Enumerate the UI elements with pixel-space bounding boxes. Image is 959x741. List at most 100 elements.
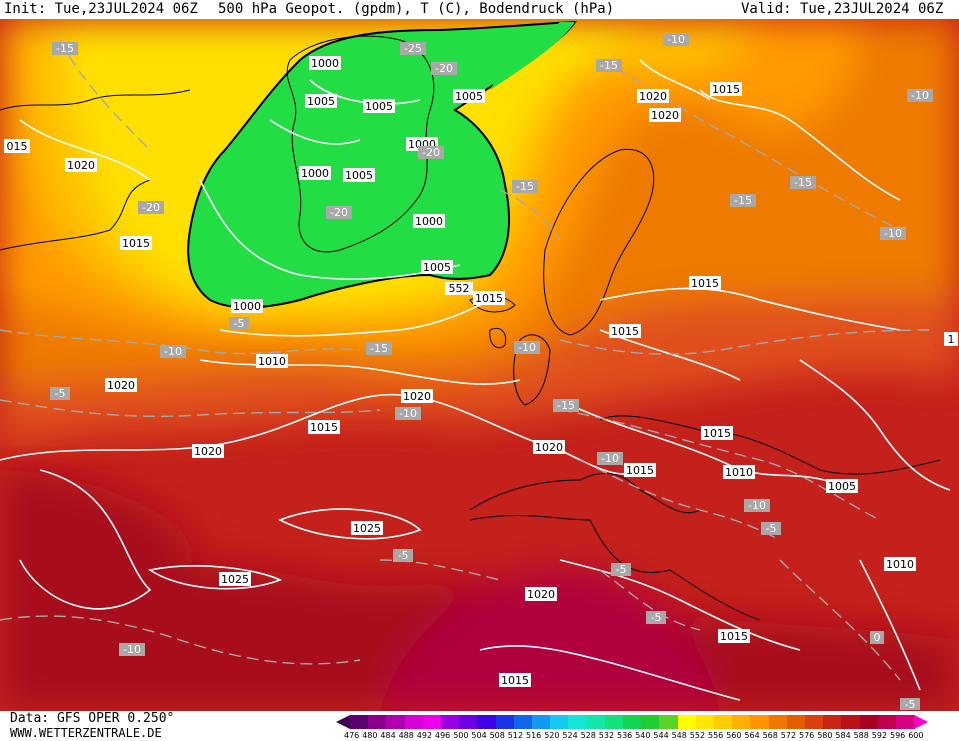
- svg-text:-20: -20: [142, 201, 160, 214]
- colorbar-label: 600: [908, 731, 924, 740]
- colorbar-swatch: [477, 715, 497, 729]
- isobar-label: 1015: [609, 324, 641, 338]
- colorbar-swatch: [350, 715, 369, 729]
- colorbar-swatch: [568, 715, 588, 729]
- isobar-label: 1010: [884, 557, 916, 571]
- isotherm-label: -20: [431, 62, 457, 75]
- colorbar-swatch: [786, 715, 806, 729]
- colorbar-label: 592: [871, 731, 888, 740]
- colorbar-swatch: [422, 715, 442, 729]
- isobar-label: 1000: [299, 166, 331, 180]
- colorbar-label: 584: [835, 731, 851, 740]
- isotherm-label: -10: [160, 345, 186, 358]
- isotherm-label: -5: [611, 563, 631, 576]
- isotherm-label: -10: [880, 227, 906, 240]
- svg-text:1020: 1020: [527, 588, 555, 601]
- svg-text:1020: 1020: [651, 109, 679, 122]
- colorbar-label: 528: [580, 731, 596, 740]
- isobar-label: 1005: [305, 94, 337, 108]
- weather-map: 1000 1005 1005 1000 1005 1005 1000 1000 …: [0, 19, 959, 711]
- isobar-label: 1015: [120, 236, 152, 250]
- isotherm-label: -20: [418, 146, 444, 159]
- svg-text:1010: 1010: [258, 355, 286, 368]
- isobar-label: 1025: [351, 521, 383, 535]
- geopotential-label: 552: [445, 282, 473, 295]
- svg-text:1015: 1015: [720, 630, 748, 643]
- colorbar-label: 516: [526, 731, 542, 740]
- isobar-labels: 1000 1005 1005 1000 1005 1005 1000 1000 …: [4, 56, 958, 687]
- isobar-label: 1020: [192, 444, 224, 458]
- svg-text:1020: 1020: [67, 159, 95, 172]
- isotherm-label: -5: [229, 317, 249, 330]
- colorbar-label: 552: [689, 731, 706, 740]
- colorbar-swatch: [914, 715, 929, 729]
- colorbar-swatch: [841, 715, 861, 729]
- colorbar-swatch: [368, 715, 387, 729]
- isotherm-label: -20: [326, 206, 352, 219]
- svg-text:1005: 1005: [365, 100, 393, 113]
- svg-text:-20: -20: [422, 146, 440, 159]
- svg-text:1005: 1005: [307, 95, 335, 108]
- isotherm-label: -5: [393, 549, 413, 562]
- isobar-label: 1005: [826, 479, 858, 493]
- isotherm-label: -10: [514, 341, 540, 354]
- colorbar-label: 540: [635, 731, 651, 740]
- init-time: Init: Tue,23JUL2024 06Z: [4, 1, 198, 17]
- isotherm-labels: -15 -25 -20 -20 -15 -15 -20 -10 -15 -15 …: [50, 33, 933, 711]
- svg-text:-5: -5: [55, 387, 66, 400]
- svg-text:-5: -5: [234, 317, 245, 330]
- svg-text:1020: 1020: [403, 390, 431, 403]
- colorbar-label: 536: [617, 731, 633, 740]
- isotherm-label: -5: [646, 611, 666, 624]
- isotherm-label: -5: [761, 522, 781, 535]
- isobar-label: 1020: [401, 389, 433, 403]
- colorbar-label: 560: [726, 731, 742, 740]
- svg-text:0: 0: [874, 631, 881, 644]
- colorbar-label: 512: [507, 731, 524, 740]
- weather-map-canvas: 1000 1005 1005 1000 1005 1005 1000 1000 …: [0, 19, 959, 711]
- svg-text:-5: -5: [905, 698, 916, 711]
- colorbar-swatch: [604, 715, 624, 729]
- svg-text:1005: 1005: [828, 480, 856, 493]
- svg-text:-10: -10: [123, 643, 141, 656]
- svg-text:1020: 1020: [639, 90, 667, 103]
- svg-text:1015: 1015: [626, 464, 654, 477]
- colorbar-swatch: [336, 715, 350, 729]
- svg-text:1015: 1015: [475, 292, 503, 305]
- svg-text:1015: 1015: [691, 277, 719, 290]
- isobar-label: 1020: [533, 440, 565, 454]
- colorbar-label: 544: [653, 731, 669, 740]
- svg-text:1015: 1015: [310, 421, 338, 434]
- svg-text:1005: 1005: [455, 90, 483, 103]
- svg-text:-10: -10: [667, 33, 685, 46]
- colorbar-label: 556: [708, 731, 724, 740]
- isobar-label: 1015: [689, 276, 721, 290]
- colorbar-swatch: [677, 715, 697, 729]
- colorbar-label: 532: [598, 731, 615, 740]
- isotherm-label: -15: [790, 176, 816, 189]
- colorbar-swatch: [459, 715, 478, 729]
- colorbar-swatch: [750, 715, 770, 729]
- svg-text:-20: -20: [330, 206, 348, 219]
- colorbar-label: 580: [817, 731, 833, 740]
- colorbar-label: 568: [762, 731, 778, 740]
- colorbar-swatch: [586, 715, 606, 729]
- svg-text:1020: 1020: [194, 445, 222, 458]
- colorbar-label: 488: [398, 731, 414, 740]
- isobar-label: 1000: [413, 214, 445, 228]
- isobar-label: 1010: [723, 465, 755, 479]
- geopotential-color-field: [0, 19, 959, 711]
- colorbar-label: 524: [562, 731, 578, 740]
- colorbar-swatch: [768, 715, 788, 729]
- isotherm-label: 0: [870, 631, 884, 644]
- svg-text:1025: 1025: [353, 522, 381, 535]
- isobar-label: 1020: [105, 378, 137, 392]
- colorbar-swatch: [896, 715, 915, 729]
- isobar-label: 1025: [219, 572, 251, 586]
- isotherm-label: -15: [52, 42, 78, 55]
- colorbar-swatch: [732, 715, 751, 729]
- isotherm-label: -15: [512, 180, 538, 193]
- isotherm-label: -15: [730, 194, 756, 207]
- colorbar-swatch: [877, 715, 897, 729]
- svg-text:-10: -10: [884, 227, 902, 240]
